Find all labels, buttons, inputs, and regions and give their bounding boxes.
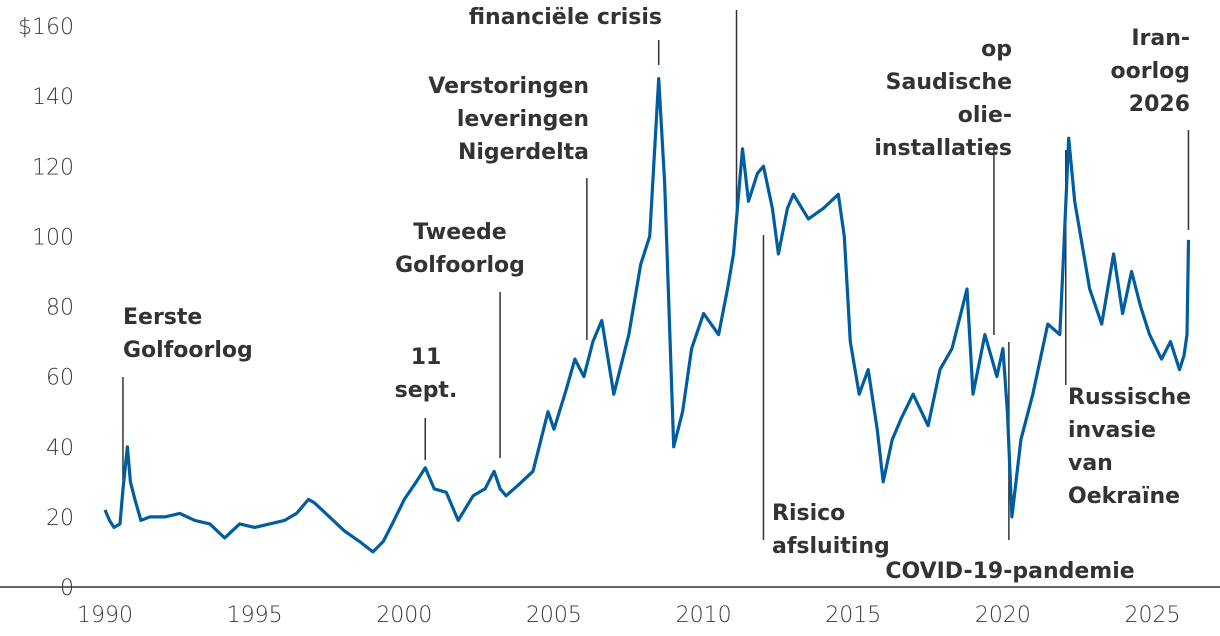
x-tick-label: 2015 [825,603,881,628]
price-line [103,77,1191,554]
y-tick-label: 140 [32,85,74,110]
x-tick-label: 1990 [77,603,133,628]
y-tick-label: 100 [32,225,74,250]
annotation-label: Iran- [1131,26,1190,51]
y-tick-label: 80 [46,296,74,321]
annotation-label: Tweede [413,220,506,245]
annotation-label: installaties [874,136,1012,161]
y-tick-label: 40 [46,436,74,461]
annotation-label: olie- [958,103,1012,128]
annotation-label: COVID-19-pandemie [885,559,1134,584]
x-tick-label: 2010 [676,603,732,628]
y-tick-label: $160 [18,15,74,40]
annotation-label: op [981,37,1012,62]
annotation-label: leveringen [457,107,589,132]
annotation-label: Saudische [886,70,1012,95]
annotation-label: Golfoorlog [395,253,525,278]
y-tick-label: 0 [60,576,74,601]
annotation-label: van [1068,451,1113,476]
annotation-label: Verstoringen [428,74,589,99]
annotation-label: 11 [411,345,442,370]
x-tick-label: 1995 [227,603,283,628]
y-tick-label: 60 [46,366,74,391]
annotation-label: Risico [772,501,845,526]
annotation-label: oorlog [1111,59,1190,84]
annotation-label: Nigerdelta [458,140,589,165]
annotation-label: Eerste [123,305,202,330]
annotation-label: financiële crisis [469,5,662,30]
annotation-label: Russische [1068,385,1191,410]
annotation-label: afsluiting [772,534,890,559]
y-tick-label: 120 [32,155,74,180]
annotation-label: Oekraïne [1068,484,1180,509]
annotation-label: invasie [1068,418,1156,443]
x-tick-label: 2025 [1125,603,1181,628]
x-tick-label: 2020 [975,603,1031,628]
annotation-label: 2026 [1129,92,1190,117]
annotation-label: sept. [395,378,458,403]
x-tick-label: 2005 [526,603,582,628]
annotation-label: Golfoorlog [123,338,253,363]
x-tick-label: 2000 [376,603,432,628]
y-tick-label: 20 [46,506,74,531]
